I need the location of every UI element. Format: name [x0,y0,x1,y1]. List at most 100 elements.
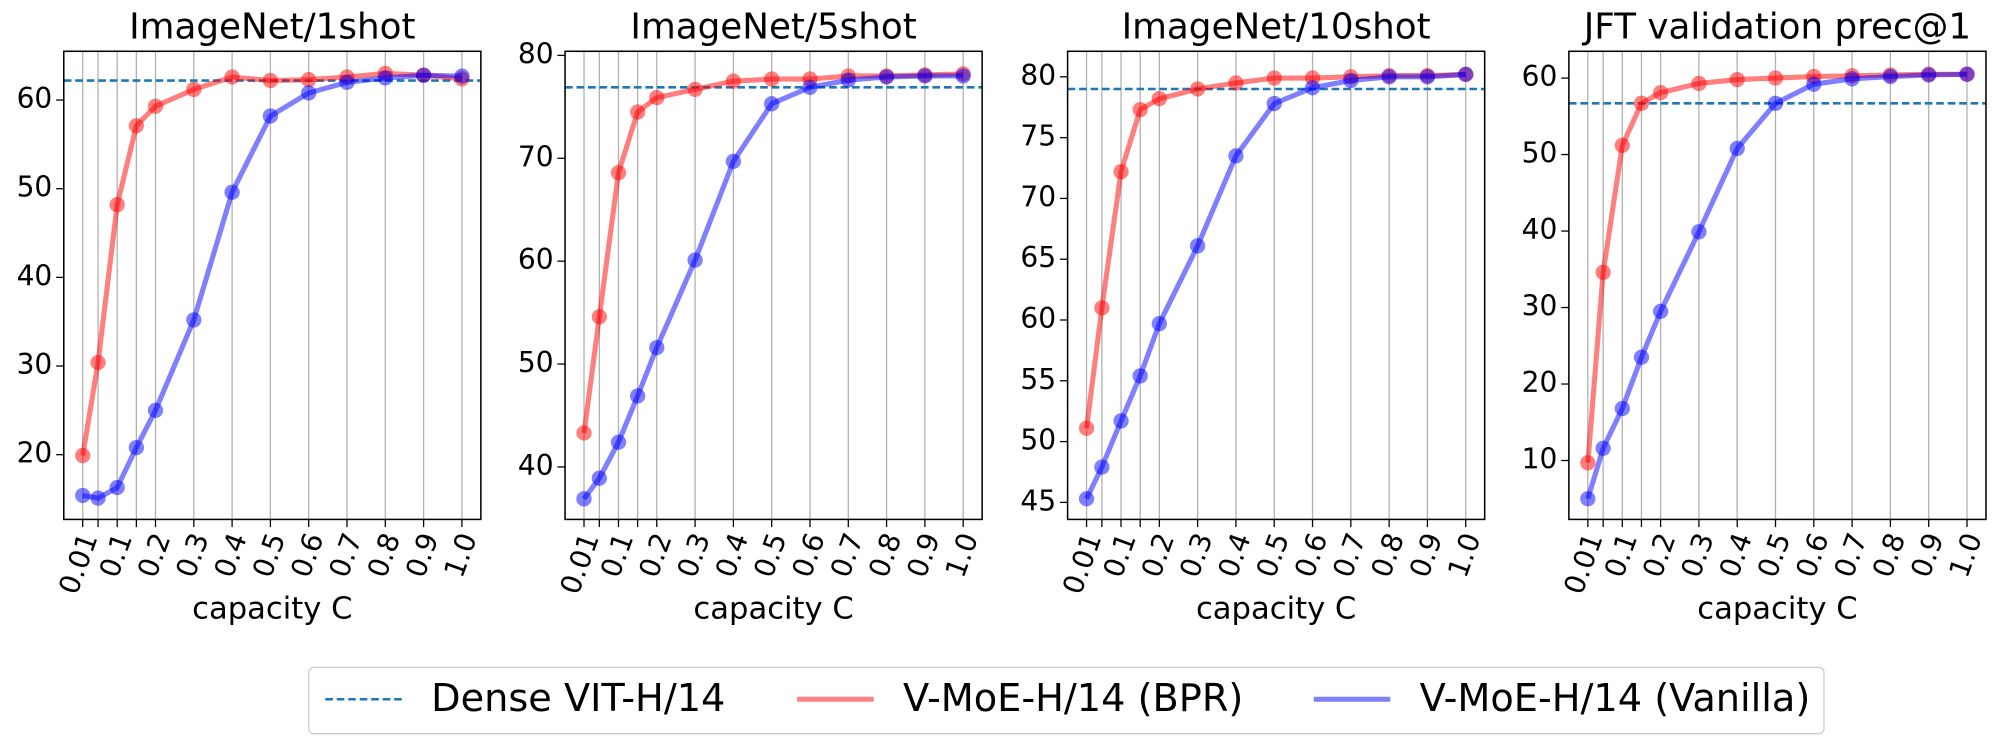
y-tick-label: 20 [17,437,53,470]
series-line [82,72,462,501]
data-point [75,487,91,504]
x-tick-label: 1.0 [1441,529,1487,582]
data-point [1228,75,1244,91]
data-point [75,447,91,464]
x-tick-label: 0.4 [709,529,755,582]
x-tick-label: 0.8 [862,529,908,582]
data-point [301,72,317,88]
x-tick-label: 0.1 [1097,529,1143,582]
data-point [262,108,279,124]
data-point [840,72,856,88]
y-tick-label: 65 [1020,241,1056,274]
y-tick-label: 80 [518,37,554,70]
x-tick-label: 0.6 [284,529,330,582]
x-tick-label: 0.5 [246,529,292,582]
x-tick-label: 0.2 [131,529,177,582]
data-point [1652,303,1669,320]
data-point [591,470,607,486]
data-point [147,402,164,419]
data-point [1580,491,1596,507]
data-point [1691,75,1707,92]
y-tick-label: 20 [1522,366,1558,399]
x-tick-label: 0.5 [1751,529,1797,582]
y-tick-label: 45 [1020,484,1056,517]
data-point [1132,368,1148,384]
x-tick-label: 0.6 [785,529,831,582]
data-point [917,68,933,84]
axes-frame [564,50,983,521]
data-point [1113,413,1129,429]
x-tick-label: 0.5 [1250,529,1296,582]
x-tick-label: 0.9 [399,529,445,582]
legend-label: V-MoE-H/14 (Vanilla) [1420,676,1811,721]
y-tick-label: 50 [1522,137,1558,170]
data-point [955,68,971,84]
data-point [629,104,646,120]
legend-label: Dense VIT-H/14 [431,676,725,721]
data-point [186,312,202,328]
data-point [629,388,646,404]
data-point [90,354,106,371]
data-point [339,74,355,90]
data-point [1228,148,1244,164]
x-tick-label: 0.1 [1598,529,1644,582]
data-point [1151,315,1167,332]
data-point [1729,71,1745,88]
data-point [610,165,627,181]
data-point [1767,95,1784,111]
y-tick-label: 40 [17,259,53,292]
x-tick-label: 0.4 [1713,529,1759,582]
data-point [1266,95,1282,112]
data-point [649,89,665,106]
x-tick-label: 0.8 [361,529,407,582]
x-tick-label: 0.7 [824,529,870,582]
x-tick-label: 0.6 [1789,529,1835,582]
data-point [301,85,317,101]
x-axis-label: capacity C [1697,591,1857,626]
data-point [1094,300,1110,316]
x-tick-label: 0.9 [900,529,946,582]
x-tick-label: 1.0 [1942,529,1988,582]
y-tick-label: 80 [1020,59,1056,92]
data-point [1633,349,1650,365]
y-tick-label: 50 [17,171,53,204]
data-point [725,73,742,89]
data-point [1806,76,1822,92]
series-line [1084,71,1466,500]
data-point [147,98,164,114]
legend-box [308,666,1825,735]
x-tick-label: 0.4 [208,529,254,582]
data-point [1614,137,1630,154]
data-point [224,184,240,200]
y-tick-label: 30 [1522,290,1558,323]
data-point [186,81,202,98]
data-point [878,69,895,85]
data-point [1844,71,1860,87]
data-point [1078,491,1095,507]
chart-title: ImageNet/5shot [630,6,916,47]
data-point [1189,238,1206,254]
data-point [415,67,432,83]
series-line [1585,71,1968,500]
y-tick-label: 30 [17,348,53,381]
x-tick-label: 0.9 [1904,529,1950,582]
y-tick-label: 60 [1522,60,1558,93]
y-tick-label: 40 [518,449,554,482]
data-point [764,71,780,87]
data-point [1729,140,1745,157]
data-point [1595,440,1611,456]
data-point [1767,70,1784,86]
chart-title: ImageNet/1shot [129,6,415,47]
x-tick-label: 0.8 [1365,529,1411,582]
x-tick-label: 0.4 [1211,529,1257,582]
y-tick-label: 60 [518,243,554,276]
data-point [1189,81,1206,97]
data-point [1151,91,1167,107]
data-point [262,72,279,89]
data-point [109,479,125,496]
x-tick-label: 0.3 [169,529,215,582]
x-tick-label: 1.0 [437,529,483,582]
y-tick-label: 40 [1522,213,1558,246]
x-tick-label: 0.5 [747,529,793,582]
axes-frame [63,50,482,521]
